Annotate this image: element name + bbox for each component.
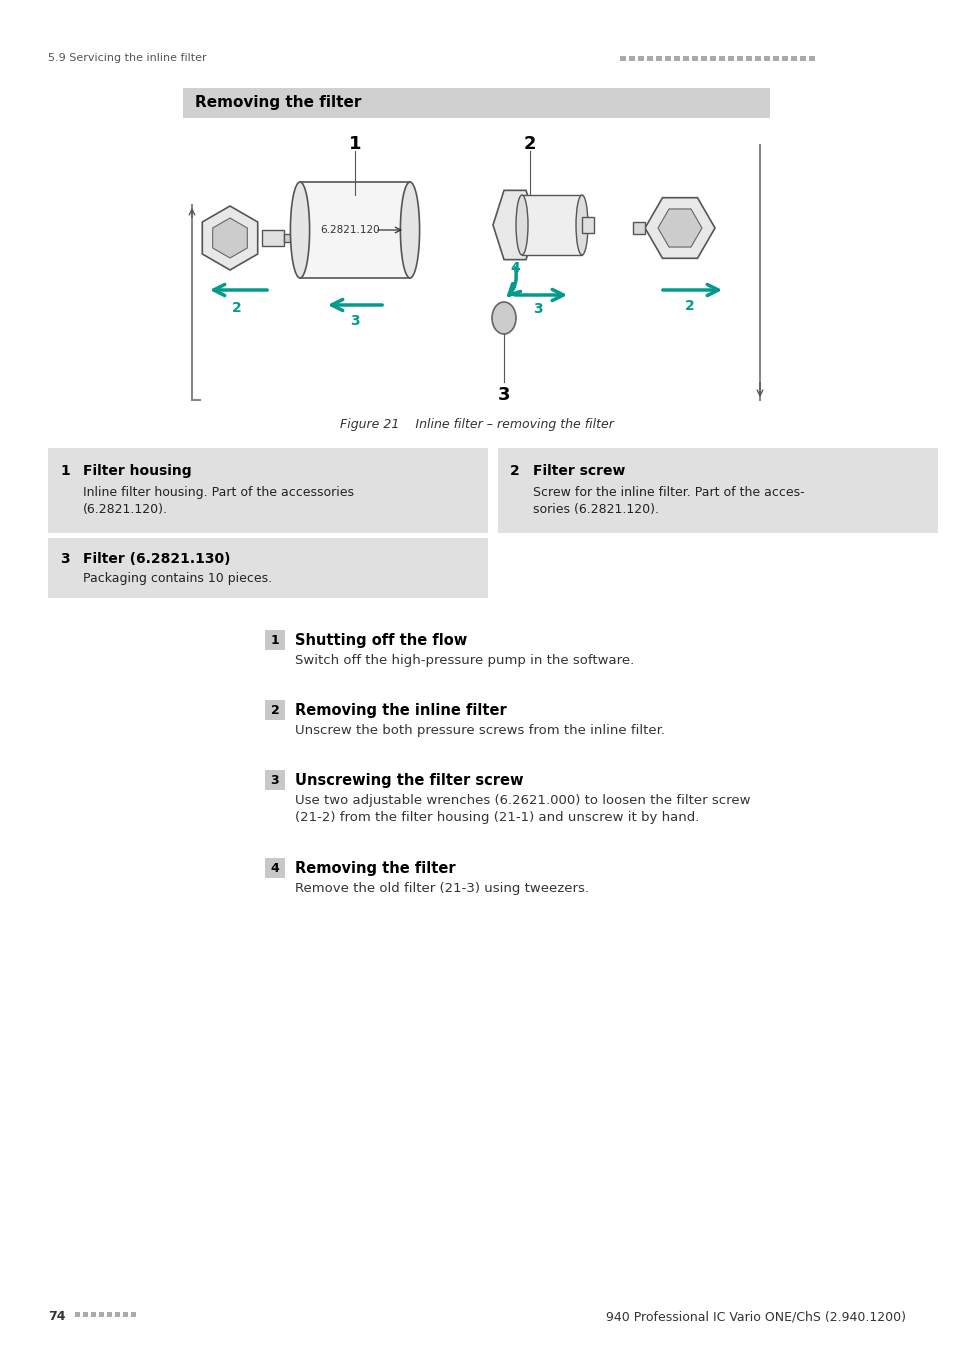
Ellipse shape [576,194,587,255]
Bar [284,234,294,242]
Bar [781,55,787,61]
Bar [265,701,285,720]
Bar [83,1312,88,1318]
Bar [745,55,751,61]
Text: 4: 4 [510,261,519,275]
Ellipse shape [492,302,516,333]
Text: 2: 2 [510,464,519,478]
Bar [183,88,769,117]
Text: Unscrew the both pressure screws from the inline filter.: Unscrew the both pressure screws from th… [294,724,664,737]
Polygon shape [493,190,537,259]
Bar [262,230,284,246]
Text: 3: 3 [350,315,359,328]
Text: Filter housing: Filter housing [83,464,192,478]
Polygon shape [213,217,247,258]
Bar [131,1312,136,1318]
Text: Use two adjustable wrenches (6.2621.000) to loosen the filter screw
(21-2) from : Use two adjustable wrenches (6.2621.000)… [294,794,750,825]
Bar [638,55,643,61]
Bar [656,55,661,61]
Text: 2: 2 [232,301,242,315]
Text: Removing the inline filter: Removing the inline filter [294,703,506,718]
Bar [107,1312,112,1318]
Text: 940 Professional IC Vario ONE/ChS (2.940.1200): 940 Professional IC Vario ONE/ChS (2.940… [605,1310,905,1323]
Text: 1: 1 [271,633,279,647]
Bar [709,55,716,61]
Text: Figure 21    Inline filter – removing the filter: Figure 21 Inline filter – removing the f… [339,418,613,431]
Text: 1: 1 [349,135,361,153]
Text: Packaging contains 10 pieces.: Packaging contains 10 pieces. [83,572,272,585]
Bar [673,55,679,61]
Bar [691,55,698,61]
Text: Unscrewing the filter screw: Unscrewing the filter screw [294,774,523,788]
Text: 4: 4 [271,861,279,875]
Bar [91,1312,96,1318]
Bar [581,217,594,234]
Bar [299,182,410,278]
Text: Filter screw: Filter screw [533,464,625,478]
Bar [808,55,814,61]
Text: Shutting off the flow: Shutting off the flow [294,633,467,648]
Bar [497,448,937,533]
Bar [628,55,635,61]
Text: Switch off the high-pressure pump in the software.: Switch off the high-pressure pump in the… [294,653,634,667]
Bar [700,55,706,61]
Text: 2: 2 [271,703,279,717]
Text: 1: 1 [60,464,70,478]
Bar [265,769,285,790]
Bar [48,539,488,598]
Polygon shape [644,197,714,258]
Bar [790,55,796,61]
Bar [521,194,581,255]
Bar [115,1312,120,1318]
Text: Screw for the inline filter. Part of the acces-
sories (6.2821.120).: Screw for the inline filter. Part of the… [533,486,803,517]
Bar [265,630,285,649]
Text: 5.9 Servicing the inline filter: 5.9 Servicing the inline filter [48,53,207,63]
Bar [99,1312,104,1318]
Text: 2: 2 [684,298,694,313]
Polygon shape [202,207,257,270]
Bar [763,55,769,61]
Bar [664,55,670,61]
Bar [727,55,733,61]
Bar [75,1312,80,1318]
Text: 3: 3 [60,552,70,566]
Bar [265,859,285,878]
Bar [48,448,488,533]
Bar [800,55,805,61]
Bar [772,55,779,61]
Polygon shape [658,209,701,247]
Bar [754,55,760,61]
Text: 3: 3 [533,302,542,316]
Bar [123,1312,128,1318]
Text: 2: 2 [523,135,536,153]
Bar [646,55,652,61]
Bar [737,55,742,61]
Bar [682,55,688,61]
Text: 3: 3 [497,386,510,404]
Ellipse shape [516,194,527,255]
Text: 6.2821.120: 6.2821.120 [320,225,379,235]
Text: Inline filter housing. Part of the accessories
(6.2821.120).: Inline filter housing. Part of the acces… [83,486,354,517]
Text: Removing the filter: Removing the filter [294,861,456,876]
Text: Remove the old filter (21-3) using tweezers.: Remove the old filter (21-3) using tweez… [294,882,588,895]
Text: 74: 74 [48,1310,66,1323]
Bar [633,221,644,234]
Text: 3: 3 [271,774,279,787]
Ellipse shape [290,182,310,278]
Text: Removing the filter: Removing the filter [194,96,361,111]
Bar [619,55,625,61]
Ellipse shape [400,182,419,278]
Text: Filter (6.2821.130): Filter (6.2821.130) [83,552,231,566]
Bar [719,55,724,61]
